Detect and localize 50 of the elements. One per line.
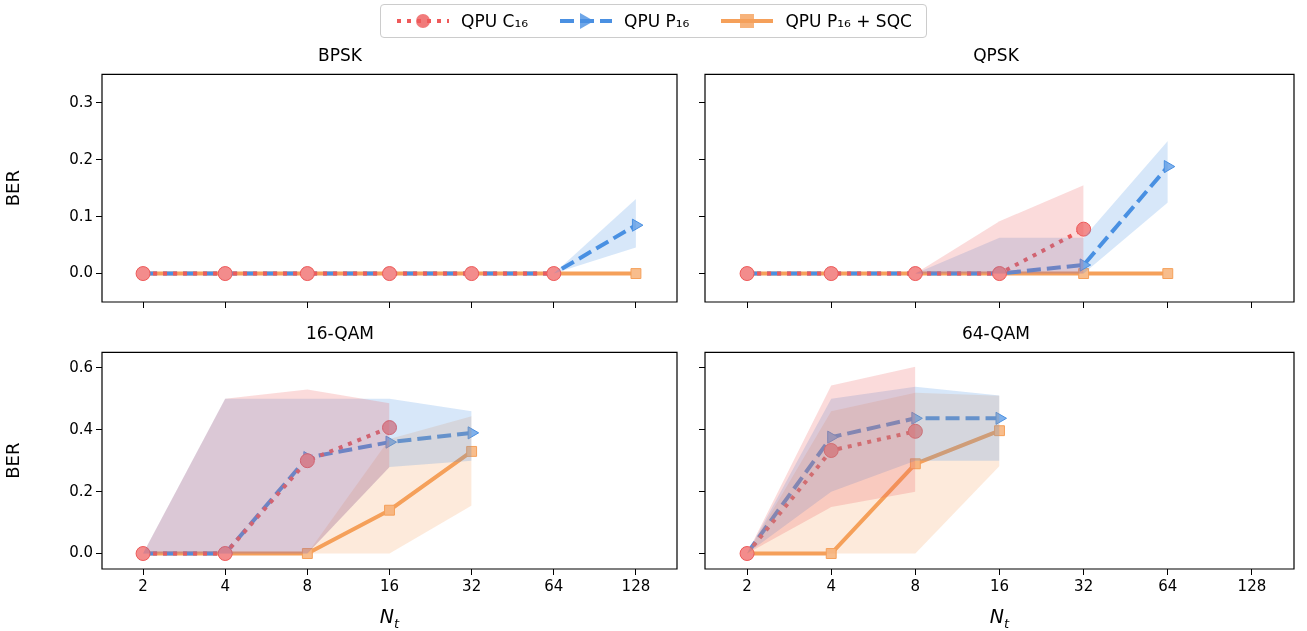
- x-tick-label: 8: [302, 576, 313, 595]
- y-tick-label: 0.0: [69, 543, 93, 562]
- point: [907, 423, 923, 439]
- point: [909, 458, 921, 470]
- x-tick-label: 8: [910, 576, 921, 595]
- y-axis-title: BER: [2, 170, 24, 207]
- x-tick-label: 64: [1158, 576, 1178, 595]
- chart-title: BPSK: [318, 44, 363, 65]
- x-tick-label: 16: [989, 576, 1010, 595]
- x-tick-label: 32: [1074, 576, 1094, 595]
- point: [994, 425, 1005, 437]
- point: [301, 548, 313, 559]
- y-tick-label: 0.1: [69, 206, 93, 225]
- point: [1076, 221, 1092, 237]
- y-tick-label: 0.0: [69, 263, 93, 282]
- point: [1079, 258, 1092, 272]
- y-tick-label: 0.2: [69, 481, 93, 500]
- y-tick-label: 0.6: [69, 357, 93, 376]
- point: [825, 548, 837, 559]
- x-tick-label: 4: [220, 576, 230, 595]
- x-tick-label: 2: [742, 576, 752, 595]
- chart-title: QPSK: [973, 44, 1020, 65]
- y-tick-label: 0.3: [69, 92, 93, 111]
- point: [466, 445, 478, 457]
- point: [384, 504, 395, 516]
- chart-title: 16-QAM: [305, 322, 375, 343]
- point: [385, 435, 397, 449]
- x-tick-label: 2: [138, 576, 148, 595]
- legend-label: QPU P₁₆ + SQC: [785, 11, 912, 31]
- legend-label: QPU C₁₆: [461, 11, 529, 31]
- x-tick-label: 4: [826, 576, 836, 595]
- x-tick-label: 128: [1237, 576, 1267, 595]
- y-axis-title: BER: [2, 442, 24, 479]
- point: [995, 411, 1007, 425]
- point: [1163, 160, 1176, 174]
- legend-label: QPU P₁₆: [624, 11, 690, 31]
- point: [467, 426, 480, 440]
- x-tick-label: 16: [379, 576, 400, 595]
- point: [299, 453, 315, 469]
- x-tick-label: 128: [621, 576, 651, 595]
- y-tick-label: 0.2: [69, 149, 93, 168]
- point: [1162, 268, 1174, 279]
- chart-title: 64-QAM: [961, 322, 1031, 343]
- point: [911, 411, 923, 425]
- point: [827, 430, 839, 444]
- point: [823, 442, 839, 458]
- x-tick-label: 32: [462, 576, 482, 595]
- x-tick-label: 64: [544, 576, 564, 595]
- y-tick-label: 0.4: [69, 419, 93, 438]
- point: [382, 420, 397, 436]
